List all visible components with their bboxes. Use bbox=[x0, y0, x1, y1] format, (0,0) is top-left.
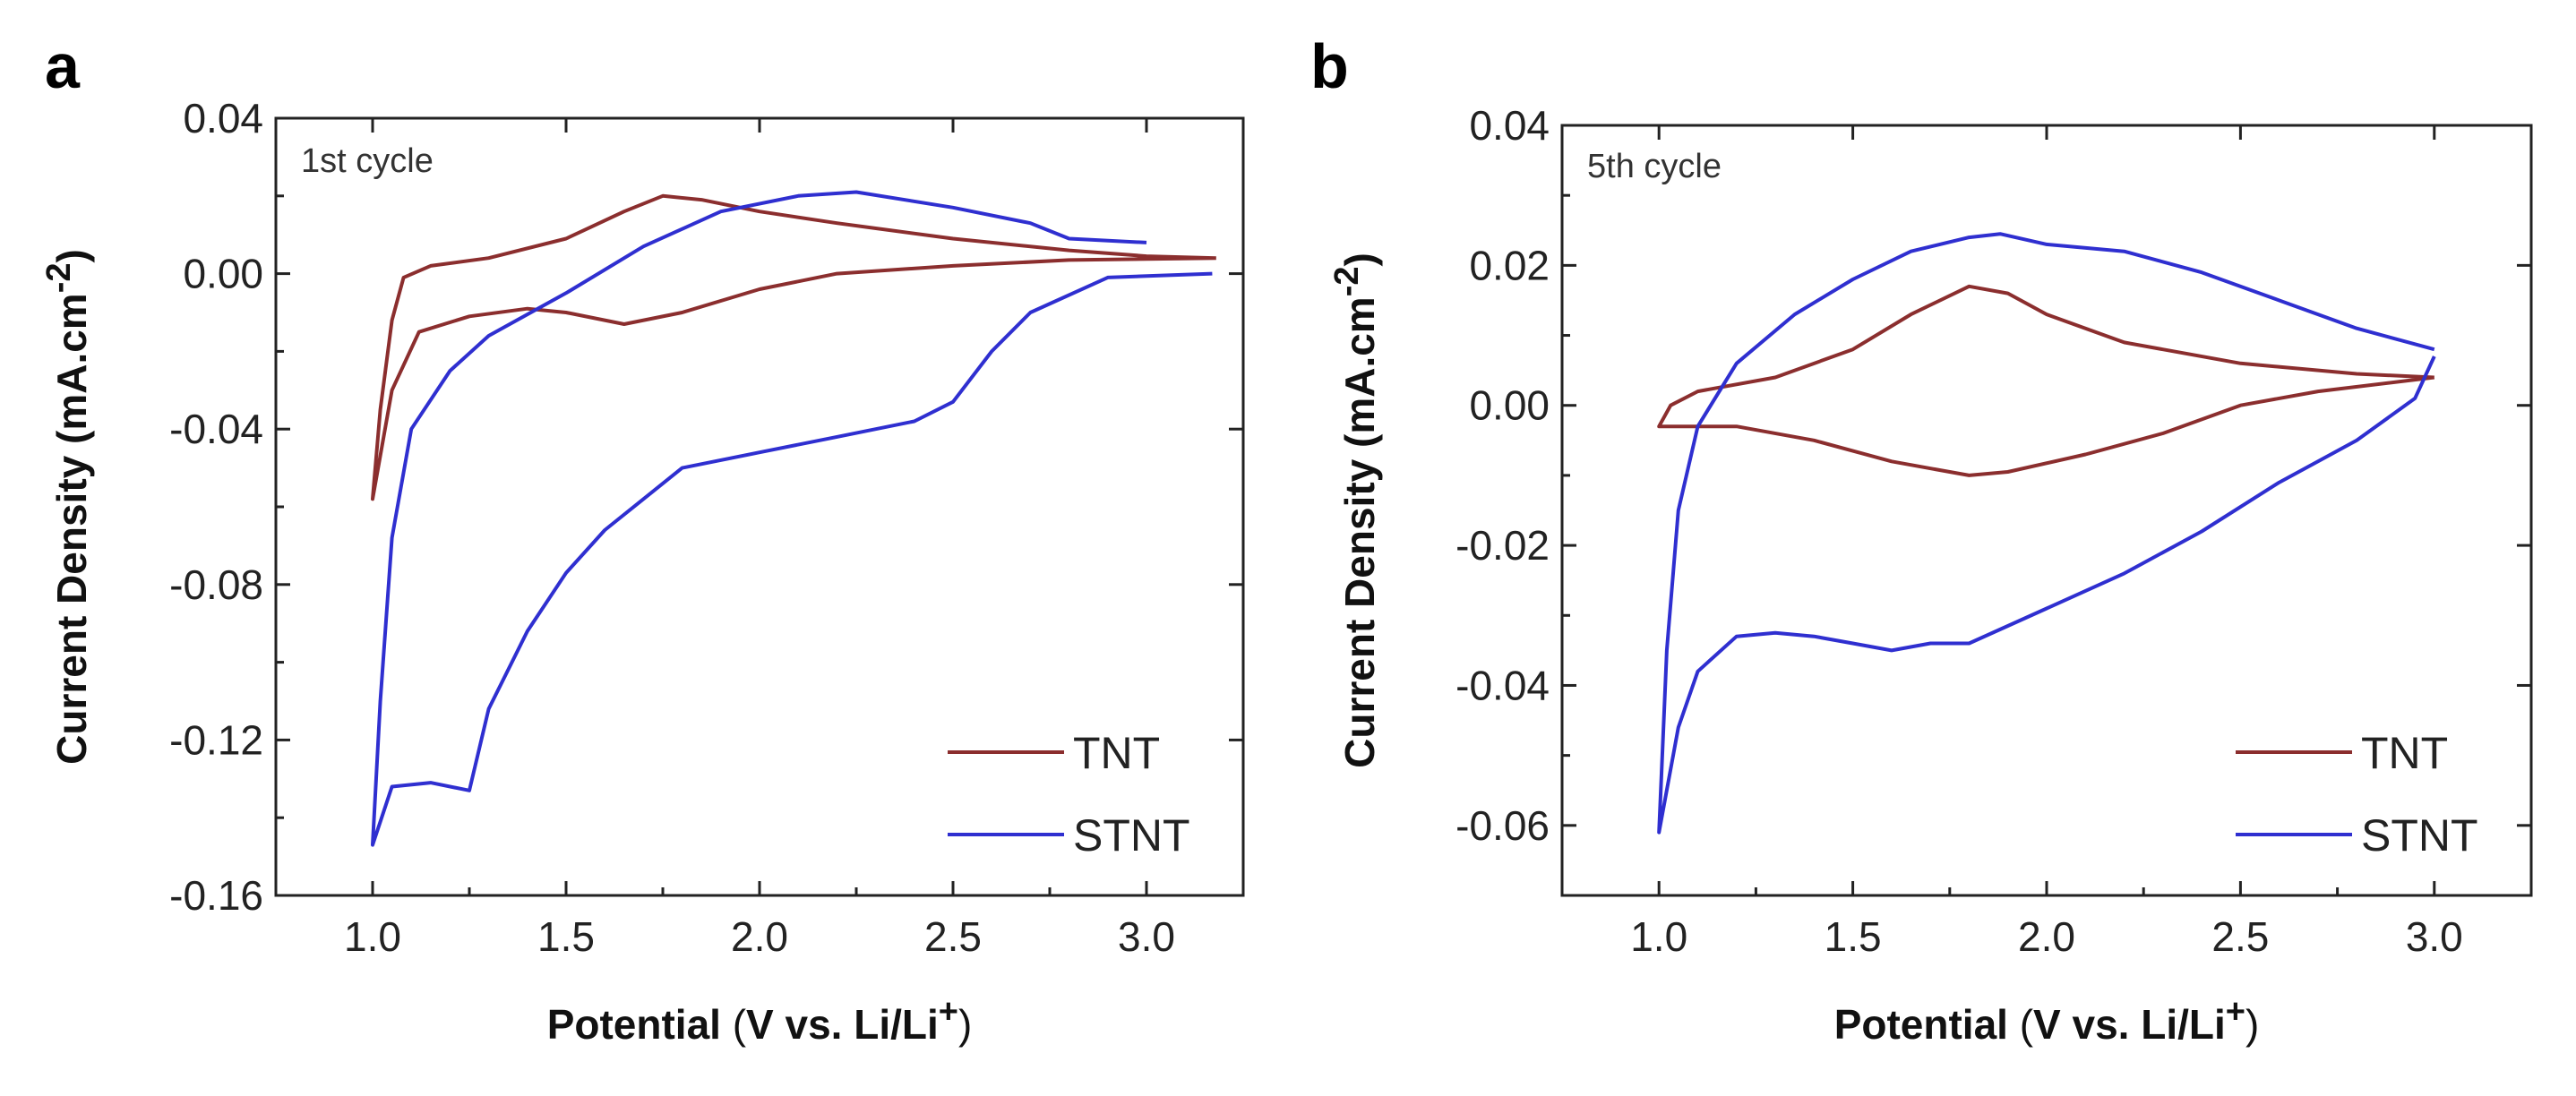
legend-label-stnt: STNT bbox=[1073, 810, 1190, 861]
chart-a-svg: a 0.04 0.00 -0.04 -0.08 -0.12 -0.16 1.0 1.5 2.0… bbox=[40, 31, 1245, 1048]
x-tick-label: 2.0 bbox=[2018, 913, 2075, 960]
x-axis-title-end: ) bbox=[2245, 1001, 2259, 1048]
series-line-tnt bbox=[371, 193, 1216, 501]
x-axis-title-units-body: V vs. Li/Li bbox=[746, 1001, 939, 1048]
y-ticks-b: 0.04 0.02 0.00 -0.02 -0.04 -0.06 bbox=[1455, 102, 2531, 849]
series-line-tnt bbox=[1657, 284, 2435, 477]
x-axis-title-main: Potential bbox=[547, 1001, 733, 1048]
x-tick-label: 2.0 bbox=[731, 913, 788, 960]
y-axis-title-sup: -2 bbox=[40, 262, 78, 293]
x-tick-label: 1.0 bbox=[1630, 913, 1687, 960]
y-axis-title-end: ) bbox=[1336, 253, 1383, 266]
y-tick-label: 0.04 bbox=[183, 95, 263, 141]
x-tick-label: 2.5 bbox=[924, 913, 982, 960]
x-tick-label: 3.0 bbox=[2406, 913, 2463, 960]
y-tick-label: 0.00 bbox=[183, 251, 263, 297]
y-axis-title-b: Current Density (mA.cm-2) bbox=[1328, 253, 1383, 768]
x-axis-title-a: Potential (V vs. Li/Li+) bbox=[547, 993, 973, 1048]
panel-letter-a: a bbox=[45, 31, 81, 101]
x-axis-title-end: ) bbox=[958, 1001, 972, 1048]
legend-label-stnt: STNT bbox=[2361, 810, 2478, 861]
cycle-annotation-a: 1st cycle bbox=[301, 142, 434, 180]
y-tick-label: -0.02 bbox=[1455, 522, 1550, 569]
y-tick-label: -0.12 bbox=[169, 716, 263, 763]
x-tick-label: 3.0 bbox=[1118, 913, 1175, 960]
x-ticks-a: 1.0 1.5 2.0 2.5 3.0 bbox=[274, 118, 1245, 960]
plot-frame-a bbox=[274, 116, 1245, 897]
y-tick-label: -0.16 bbox=[169, 872, 263, 919]
y-tick-label: 0.00 bbox=[1469, 382, 1550, 429]
x-axis-title-units: ( bbox=[733, 1001, 747, 1048]
legend-a: TNT STNT bbox=[948, 728, 1190, 861]
y-tick-label: -0.08 bbox=[169, 561, 263, 608]
x-axis-title-main: Potential bbox=[1834, 1001, 2020, 1048]
x-tick-label: 1.0 bbox=[344, 913, 401, 960]
plot-frame-b bbox=[1560, 124, 2533, 897]
cycle-annotation-b: 5th cycle bbox=[1587, 148, 1722, 185]
x-axis-title-units-body: V vs. Li/Li bbox=[2033, 1001, 2226, 1048]
y-tick-label: -0.04 bbox=[169, 406, 263, 452]
x-axis-title-sup: + bbox=[2226, 993, 2245, 1031]
y-tick-label: 0.04 bbox=[1469, 102, 1550, 149]
series-layer-b bbox=[1657, 232, 2436, 835]
y-ticks-a: 0.04 0.00 -0.04 -0.08 -0.12 -0.16 bbox=[169, 95, 1243, 919]
x-axis-title-sup: + bbox=[939, 993, 958, 1031]
series-line-stnt bbox=[1657, 232, 2436, 835]
panel-letter-b: b bbox=[1310, 31, 1349, 101]
chart-panel-b: b 0.04 0.02 0.00 -0.02 -0.04 -0.06 1.0 1.5 2.0 2… bbox=[1288, 0, 2576, 1096]
y-axis-title-main: Current Density (mA.cm bbox=[1336, 296, 1383, 768]
series-layer-a bbox=[371, 190, 1216, 847]
y-tick-label: 0.02 bbox=[1469, 242, 1550, 288]
x-tick-label: 2.5 bbox=[2211, 913, 2269, 960]
chart-b-svg: b 0.04 0.02 0.00 -0.02 -0.04 -0.06 1.0 1.5 2.0 2… bbox=[1310, 31, 2533, 1048]
y-axis-title-main: Current Density (mA.cm bbox=[48, 293, 95, 765]
x-ticks-b: 1.0 1.5 2.0 2.5 3.0 bbox=[1560, 125, 2533, 960]
x-axis-title-b: Potential (V vs. Li/Li+) bbox=[1834, 993, 2260, 1048]
y-tick-label: -0.06 bbox=[1455, 802, 1550, 849]
y-tick-label: -0.04 bbox=[1455, 662, 1550, 708]
legend-label-tnt: TNT bbox=[1073, 728, 1160, 778]
chart-panel-a: a 0.04 0.00 -0.04 -0.08 -0.12 -0.16 1.0 1.5 2.0… bbox=[40, 31, 1245, 1048]
x-tick-label: 1.5 bbox=[537, 913, 595, 960]
x-axis-title-units: ( bbox=[2020, 1001, 2034, 1048]
legend-b: TNT STNT bbox=[2236, 728, 2478, 861]
x-tick-label: 1.5 bbox=[1825, 913, 1882, 960]
series-line-stnt bbox=[371, 190, 1213, 847]
legend-label-tnt: TNT bbox=[2361, 728, 2448, 778]
y-axis-title-end: ) bbox=[48, 249, 95, 262]
y-axis-title-sup: -2 bbox=[1328, 266, 1366, 296]
y-axis-title-a: Current Density (mA.cm-2) bbox=[40, 249, 95, 765]
